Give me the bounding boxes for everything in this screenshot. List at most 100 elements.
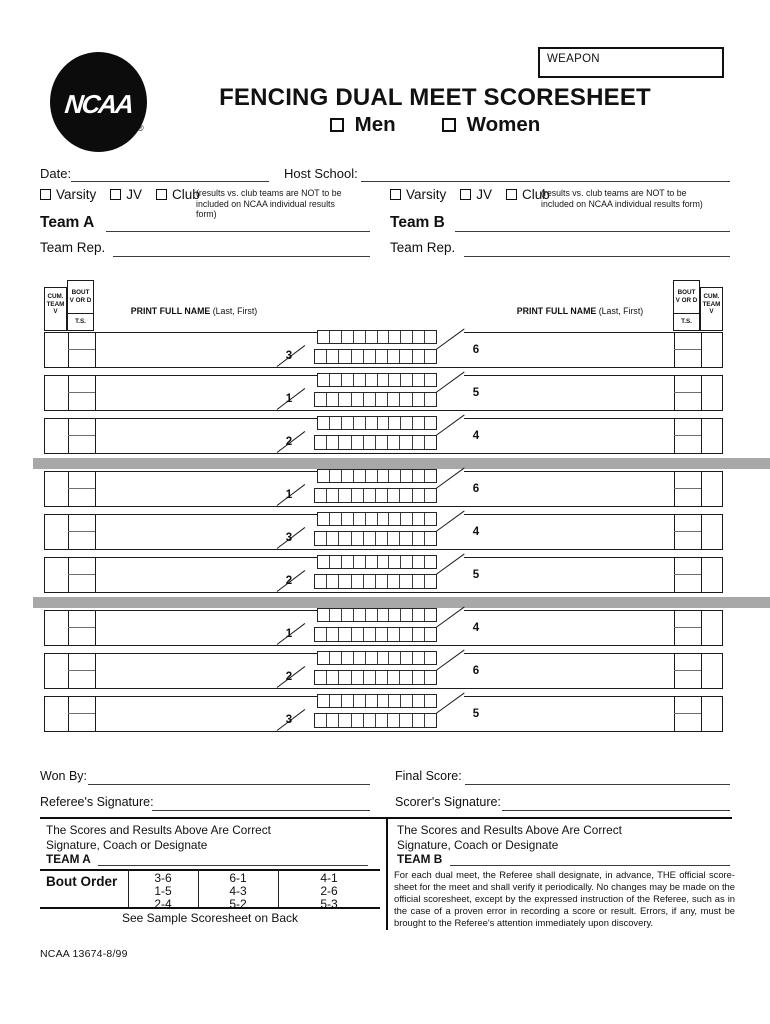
score-tick-box[interactable]: [354, 652, 366, 664]
score-tick-box[interactable]: [352, 714, 364, 727]
score-tick-box[interactable]: [413, 417, 426, 429]
scorer-signature-line[interactable]: [502, 810, 730, 811]
score-tick-box[interactable]: [425, 350, 436, 363]
final-score-line[interactable]: [465, 784, 730, 785]
score-tick-box[interactable]: [327, 532, 340, 545]
score-tick-box[interactable]: [388, 532, 401, 545]
score-tick-box[interactable]: [388, 671, 401, 684]
women-checkbox[interactable]: [441, 118, 456, 132]
score-tick-box[interactable]: [425, 532, 436, 545]
score-tick-box[interactable]: [315, 436, 328, 449]
score-tick-box[interactable]: [388, 393, 401, 406]
score-tick-box[interactable]: [413, 489, 425, 502]
score-tick-box[interactable]: [315, 714, 328, 727]
score-tick-box[interactable]: [315, 532, 328, 545]
score-tick-box[interactable]: [339, 714, 352, 727]
score-tick-box[interactable]: [376, 671, 389, 684]
score-tick-box[interactable]: [315, 350, 328, 363]
score-tick-box[interactable]: [401, 652, 414, 664]
score-tick-box[interactable]: [364, 714, 377, 727]
score-tick-box[interactable]: [413, 628, 425, 641]
score-tick-box[interactable]: [330, 652, 342, 664]
score-tick-box[interactable]: [330, 331, 342, 343]
score-tick-box[interactable]: [364, 350, 377, 363]
score-tick-box[interactable]: [425, 652, 436, 664]
score-tick-box[interactable]: [400, 436, 413, 449]
score-tick-box[interactable]: [376, 714, 389, 727]
team-b-rep-line[interactable]: [464, 256, 730, 257]
score-tick-box[interactable]: [413, 436, 425, 449]
score-tick-box[interactable]: [413, 532, 425, 545]
score-tick-box[interactable]: [327, 628, 340, 641]
score-tick-box[interactable]: [327, 350, 340, 363]
score-tick-box[interactable]: [378, 609, 390, 621]
score-tick-box[interactable]: [352, 393, 364, 406]
won-by-line[interactable]: [88, 784, 370, 785]
score-tick-box[interactable]: [378, 513, 390, 525]
score-tick-box[interactable]: [318, 374, 330, 386]
score-tick-box[interactable]: [354, 513, 366, 525]
score-tick-box[interactable]: [425, 671, 436, 684]
score-tick-box[interactable]: [413, 470, 426, 482]
score-tick-box[interactable]: [315, 671, 328, 684]
score-tick-box[interactable]: [389, 556, 402, 568]
score-tick-box[interactable]: [364, 393, 377, 406]
score-tick-box[interactable]: [413, 393, 425, 406]
score-tick-box[interactable]: [389, 609, 402, 621]
score-tick-box[interactable]: [366, 652, 378, 664]
score-tick-box[interactable]: [413, 652, 426, 664]
score-tick-box[interactable]: [413, 556, 426, 568]
team-a-jv-checkbox[interactable]: [110, 189, 122, 200]
score-tick-box[interactable]: [342, 556, 354, 568]
score-tick-box[interactable]: [400, 575, 413, 588]
score-tick-box[interactable]: [401, 331, 414, 343]
team-b-jv-checkbox[interactable]: [460, 189, 472, 200]
score-tick-box[interactable]: [330, 695, 342, 707]
score-tick-box[interactable]: [389, 470, 402, 482]
score-tick-box[interactable]: [425, 513, 436, 525]
score-tick-box[interactable]: [366, 417, 378, 429]
score-tick-box[interactable]: [327, 436, 340, 449]
score-tick-box[interactable]: [318, 331, 330, 343]
score-tick-box[interactable]: [378, 374, 390, 386]
score-tick-box[interactable]: [354, 417, 366, 429]
referee-signature-line[interactable]: [152, 810, 370, 811]
score-tick-box[interactable]: [318, 695, 330, 707]
score-tick-box[interactable]: [400, 714, 413, 727]
score-tick-box[interactable]: [318, 652, 330, 664]
score-tick-box[interactable]: [389, 695, 402, 707]
score-tick-box[interactable]: [330, 417, 342, 429]
score-tick-box[interactable]: [352, 532, 364, 545]
score-tick-box[interactable]: [413, 671, 425, 684]
score-tick-box[interactable]: [425, 470, 436, 482]
score-tick-box[interactable]: [425, 331, 436, 343]
score-tick-box[interactable]: [339, 671, 352, 684]
score-tick-box[interactable]: [389, 374, 402, 386]
score-tick-box[interactable]: [354, 331, 366, 343]
score-tick-box[interactable]: [376, 575, 389, 588]
team-a-rep-line[interactable]: [113, 256, 370, 257]
team-b-varsity-checkbox[interactable]: [390, 189, 401, 200]
score-tick-box[interactable]: [342, 652, 354, 664]
score-tick-box[interactable]: [339, 436, 352, 449]
score-tick-box[interactable]: [378, 417, 390, 429]
score-tick-box[interactable]: [339, 628, 352, 641]
score-tick-box[interactable]: [327, 671, 340, 684]
score-tick-box[interactable]: [400, 489, 413, 502]
score-tick-box[interactable]: [330, 556, 342, 568]
score-tick-box[interactable]: [352, 489, 364, 502]
score-tick-box[interactable]: [364, 489, 377, 502]
score-tick-box[interactable]: [352, 350, 364, 363]
score-tick-box[interactable]: [401, 417, 414, 429]
score-tick-box[interactable]: [400, 628, 413, 641]
score-tick-box[interactable]: [425, 436, 436, 449]
score-tick-box[interactable]: [318, 513, 330, 525]
score-tick-box[interactable]: [376, 628, 389, 641]
score-tick-box[interactable]: [425, 609, 436, 621]
score-tick-box[interactable]: [376, 393, 389, 406]
score-tick-box[interactable]: [315, 628, 328, 641]
score-tick-box[interactable]: [389, 513, 402, 525]
score-tick-box[interactable]: [378, 470, 390, 482]
score-tick-box[interactable]: [376, 350, 389, 363]
score-tick-box[interactable]: [352, 671, 364, 684]
